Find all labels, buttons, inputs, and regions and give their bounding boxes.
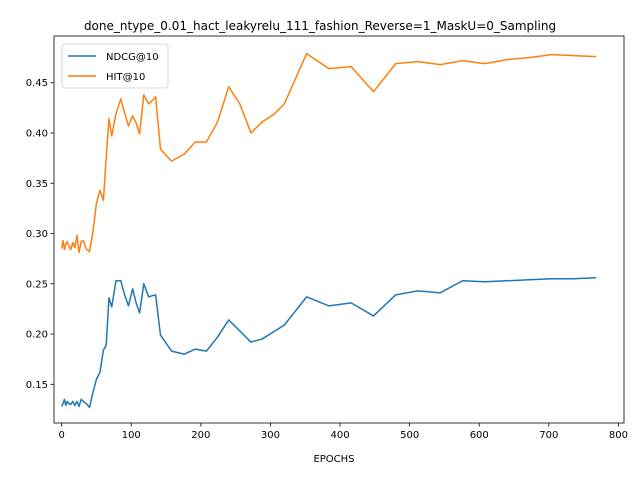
x-tick-label: 700	[539, 430, 558, 441]
y-tick-label: 0.45	[26, 78, 48, 89]
series-line-ndcg-10	[60, 277, 597, 409]
axes-frame	[53, 35, 625, 424]
y-tick-label: 0.25	[26, 279, 48, 290]
legend-box	[61, 43, 169, 89]
x-tick-label: 100	[122, 430, 141, 441]
y-tick-label: 0.35	[26, 179, 48, 190]
x-axis-ticks: 0 100 200 300 400 500 600 700 800	[58, 423, 628, 441]
x-tick-label: 0	[58, 430, 64, 441]
y-tick-label: 0.30	[26, 229, 48, 240]
x-axis-label: EPOCHS	[313, 454, 354, 465]
y-axis-ticks: 0.15 0.20 0.25 0.30 0.35 0.40 0.45	[26, 78, 54, 391]
x-tick-label: 400	[330, 430, 349, 441]
legend-label-ndcg-10: NDCG@10	[106, 52, 159, 63]
x-tick-label: 200	[191, 430, 210, 441]
x-tick-label: 800	[609, 430, 628, 441]
y-tick-label: 0.20	[26, 330, 48, 341]
y-tick-label: 0.40	[26, 129, 48, 140]
chart-title: done_ntype_0.01_hact_leakyrelu_111_fashi…	[84, 19, 556, 33]
plot-area	[53, 35, 625, 424]
x-tick-label: 600	[470, 430, 489, 441]
x-tick-label: 500	[400, 430, 419, 441]
x-tick-label: 300	[261, 430, 280, 441]
y-tick-label: 0.15	[26, 380, 48, 391]
series-line-hit-10	[60, 52, 597, 254]
legend: NDCG@10 HIT@10	[61, 43, 169, 89]
legend-label-hit-10: HIT@10	[106, 72, 145, 83]
